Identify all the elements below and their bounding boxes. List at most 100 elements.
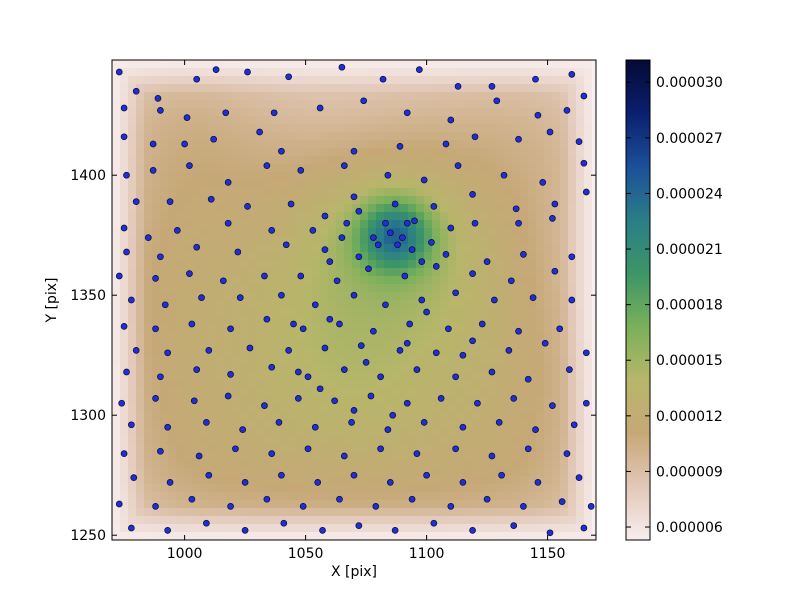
scatter-point xyxy=(563,450,571,457)
scatter-point xyxy=(268,227,276,234)
scatter-point xyxy=(207,195,215,203)
scatter-point xyxy=(515,135,522,143)
scatter-point xyxy=(529,294,537,301)
scatter-point xyxy=(582,349,590,357)
colorbar-tick-label: 0.000015 xyxy=(656,353,723,369)
scatter-point xyxy=(377,445,384,453)
scatter-point xyxy=(418,258,426,265)
x-axis-label: X [pix] xyxy=(331,564,377,580)
scatter-point xyxy=(190,397,198,405)
scatter-point xyxy=(244,203,251,210)
scatter-point xyxy=(418,296,426,304)
scatter-point xyxy=(549,402,556,409)
scatter-point xyxy=(338,63,346,71)
scatter-point xyxy=(420,419,428,426)
scatter-point xyxy=(355,522,363,529)
scatter-point xyxy=(193,243,201,251)
scatter-point xyxy=(442,251,450,258)
scatter-point xyxy=(340,452,348,460)
scatter-point xyxy=(128,524,135,532)
scatter-point xyxy=(377,373,384,381)
x-tick-label: 1100 xyxy=(409,546,445,562)
colorbar-tick-label: 0.000012 xyxy=(656,409,723,425)
scatter-point xyxy=(186,270,193,277)
scatter-point xyxy=(488,368,496,376)
scatter-point xyxy=(261,272,268,280)
scatter-point xyxy=(152,395,159,402)
scatter-point xyxy=(239,426,247,433)
scatter-point xyxy=(152,325,159,333)
scatter-point xyxy=(297,167,305,174)
scatter-point xyxy=(510,395,518,402)
scatter-point xyxy=(299,503,307,510)
scatter-point xyxy=(321,212,329,220)
scatter-point xyxy=(386,229,394,237)
scatter-point xyxy=(309,227,317,234)
scatter-point xyxy=(374,241,382,249)
scatter-point xyxy=(469,191,476,198)
scatter-point xyxy=(568,71,576,78)
scatter-point xyxy=(459,351,467,359)
scatter-point xyxy=(350,147,358,155)
scatter-point xyxy=(173,227,181,234)
scatter-point xyxy=(166,198,174,205)
scatter-point xyxy=(224,219,232,227)
scatter-point xyxy=(157,373,164,381)
scatter-point xyxy=(403,109,411,117)
scatter-point xyxy=(495,419,503,426)
scatter-point xyxy=(203,519,210,527)
scatter-point xyxy=(157,447,164,455)
scatter-point xyxy=(483,258,491,265)
scatter-point xyxy=(355,207,363,215)
scatter-point xyxy=(164,423,172,431)
scatter-point xyxy=(193,366,201,373)
colorbar-ticks: 0.000006 0.000009 0.000012 0.000015 0.000018… xyxy=(626,75,723,536)
scatter-point xyxy=(290,320,297,328)
y-axis-label: Y [pix] xyxy=(44,278,60,324)
scatter-point xyxy=(123,171,130,179)
scatter-point xyxy=(413,450,421,457)
scatter-point xyxy=(442,140,450,148)
scatter-point xyxy=(123,368,130,376)
scatter-point xyxy=(157,107,164,114)
scatter-point xyxy=(275,419,283,426)
scatter-point xyxy=(556,325,564,333)
scatter-point xyxy=(261,402,268,409)
scatter-point xyxy=(183,114,191,121)
scatter-point xyxy=(149,167,157,174)
scatter-point xyxy=(164,349,172,357)
scatter-point xyxy=(278,471,285,479)
scatter-point xyxy=(384,426,392,433)
scatter-point xyxy=(321,344,329,352)
scatter-point xyxy=(120,133,128,141)
scatter-point xyxy=(520,251,527,258)
scatter-point xyxy=(570,421,578,429)
scatter-point xyxy=(157,253,164,261)
scatter-point xyxy=(316,104,324,112)
scatter-point xyxy=(294,368,302,376)
scatter-point xyxy=(343,219,351,227)
scatter-point xyxy=(498,471,505,479)
scatter-point xyxy=(294,395,302,402)
scatter-point xyxy=(154,95,162,102)
scatter-point xyxy=(532,426,539,433)
scatter-point xyxy=(152,503,159,510)
scatter-point xyxy=(428,239,435,246)
scatter-point xyxy=(244,68,251,76)
scatter-point xyxy=(130,474,138,481)
scatter-point xyxy=(488,83,496,90)
scatter-point xyxy=(120,450,128,457)
scatter-point xyxy=(580,92,588,100)
scatter-point xyxy=(505,347,513,354)
y-tick-label: 1300 xyxy=(70,408,106,424)
scatter-point xyxy=(120,224,128,232)
scatter-points xyxy=(115,63,595,537)
scatter-point xyxy=(394,241,401,249)
scatter-point xyxy=(115,272,123,280)
scatter-point xyxy=(304,445,312,453)
scatter-point xyxy=(532,75,539,83)
scatter-point xyxy=(399,234,406,241)
scatter-point xyxy=(430,519,438,527)
x-tick-label: 1000 xyxy=(167,546,203,562)
scatter-point xyxy=(454,162,462,169)
